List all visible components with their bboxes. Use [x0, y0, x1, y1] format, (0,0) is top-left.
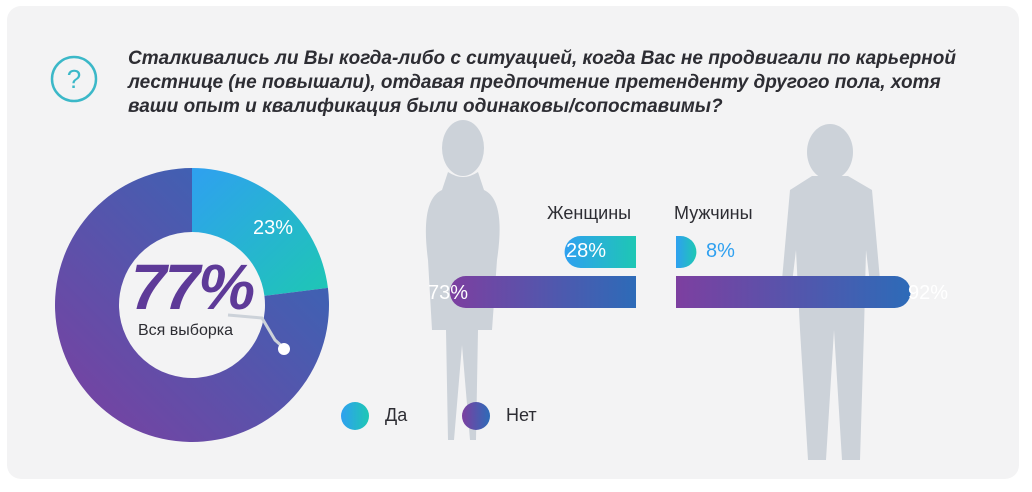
category-label-men: Мужчины	[674, 203, 753, 223]
question-icon: ?	[50, 55, 98, 103]
bar-label-women-no: 73%	[428, 282, 469, 304]
category-label-women: Женщины	[547, 203, 632, 223]
donut-slice-yes	[192, 168, 328, 296]
leader-line	[227, 313, 285, 350]
legend-swatch-yes	[341, 402, 369, 430]
bar-label-men-no: 92%	[908, 282, 949, 304]
legend-swatch-no	[462, 402, 490, 430]
donut-chart	[54, 168, 329, 442]
donut-title: Вся выборка	[138, 322, 233, 339]
leader-dot	[278, 343, 290, 355]
bar-label-women-yes: 28%	[566, 240, 607, 262]
bar-chart	[449, 236, 911, 308]
svg-text:?: ?	[67, 64, 81, 94]
question-text: Сталкивались ли Вы когда-либо с ситуацие…	[128, 48, 956, 117]
donut-slice-no	[54, 168, 329, 442]
legend-label-no: Нет	[506, 405, 537, 425]
donut-label-yes: 23%	[253, 217, 294, 239]
bar-label-men-yes: 8%	[706, 240, 735, 262]
bar-women-no	[449, 276, 636, 308]
bar-men-no	[676, 276, 911, 308]
bar-women-yes	[564, 236, 636, 268]
legend-label-yes: Да	[385, 405, 408, 425]
donut-label-no: 77%	[131, 251, 255, 323]
man-silhouette	[782, 124, 880, 460]
bar-men-yes	[676, 236, 697, 268]
